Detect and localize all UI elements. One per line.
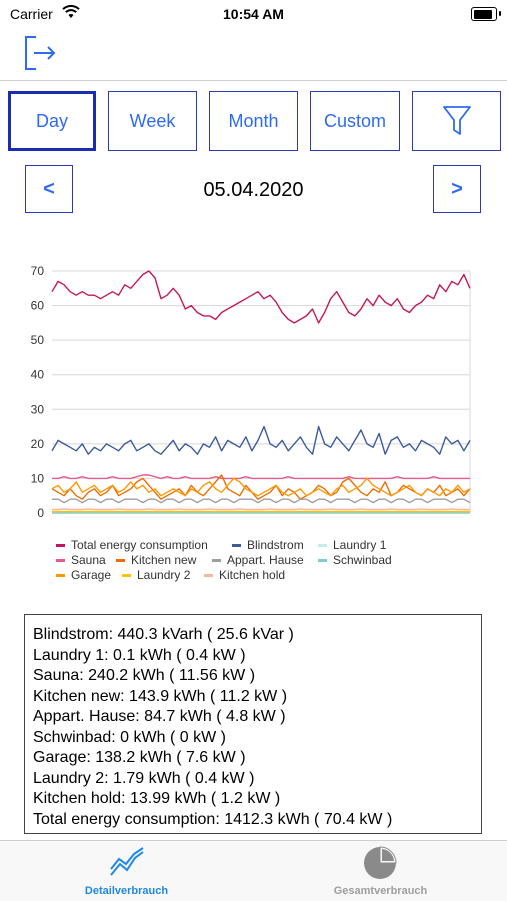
summary-line: Kitchen new: 143.9 kWh ( 11.2 kW ) <box>33 687 288 705</box>
previous-date-button[interactable]: < <box>25 165 73 213</box>
series-line-garage <box>51 477 471 497</box>
tab-bar: Detailverbrauch Gesamtverbrauch <box>0 840 507 901</box>
legend-label: Blindstrom <box>247 538 304 552</box>
legend-swatch <box>56 544 65 548</box>
current-date: 05.04.2020 <box>203 179 304 201</box>
legend-item: Blindstrom <box>232 538 304 552</box>
y-tick-label: 70 <box>31 264 45 278</box>
summary-line: Appart. Hause: 84.7 kWh ( 4.8 kW ) <box>33 708 286 725</box>
tab-detailverbrauch[interactable]: Detailverbrauch <box>0 841 253 901</box>
status-bar: Carrier 10:54 AM <box>0 0 507 30</box>
legend-label: Schwinbad <box>333 553 392 567</box>
navigation-bar <box>0 30 507 81</box>
carrier-label: Carrier <box>10 6 53 22</box>
segment-month[interactable]: Month <box>209 91 298 151</box>
legend-label: Appart. Hause <box>227 553 304 567</box>
legend-label: Garage <box>71 568 112 582</box>
legend-swatch <box>56 574 65 578</box>
series-line-blindstrom <box>51 425 471 455</box>
y-tick-label: 30 <box>31 402 45 416</box>
legend-item: Kitchen new <box>116 553 196 567</box>
y-tick-label: 50 <box>31 333 45 347</box>
summary-line: Kitchen hold: 13.99 kWh ( 1.2 kW ) <box>33 790 281 807</box>
legend-item: Garage <box>56 568 111 582</box>
summary-line: Sauna: 240.2 kWh ( 11.56 kW ) <box>33 667 256 684</box>
summary-line: Laundry 1: 0.1 kWh ( 0.4 kW ) <box>33 646 246 664</box>
series-line-total-energy-consumption <box>51 270 471 324</box>
segment-custom[interactable]: Custom <box>310 91 400 151</box>
legend-swatch <box>232 544 241 548</box>
legend-label: Laundry 2 <box>137 568 191 582</box>
consumption-line-chart: 0 10 20 30 40 50 60 70 <box>31 264 471 520</box>
series-line-kitchen-hold <box>52 508 470 511</box>
tab-label: Detailverbrauch <box>84 885 169 897</box>
legend-swatch <box>318 544 327 548</box>
series-line-appart-hause <box>52 498 471 504</box>
legend-label: Kitchen new <box>131 553 197 567</box>
legend-item: Appart. Hause <box>212 553 304 567</box>
legend-swatch <box>56 559 65 563</box>
y-tick-label: 20 <box>31 437 45 451</box>
filter-button[interactable] <box>412 91 501 151</box>
legend-item: Laundry 1 <box>318 538 386 552</box>
y-tick-label: 60 <box>31 299 45 313</box>
series-line-sauna <box>52 474 470 480</box>
y-tick-label: 40 <box>31 368 45 382</box>
legend-label: Kitchen hold <box>219 568 286 582</box>
legend-label: Laundry 1 <box>333 538 387 552</box>
wifi-icon <box>62 5 80 18</box>
consumption-summary: Blindstrom: 440.3 kVarh ( 25.6 kVar ) Lau… <box>24 614 482 834</box>
y-tick-label: 0 <box>37 506 44 520</box>
next-date-button[interactable]: > <box>433 165 481 213</box>
legend-label: Total energy consumption <box>71 538 208 552</box>
legend-item: Schwinbad <box>318 553 392 567</box>
series-line-kitchen-new <box>51 474 471 500</box>
summary-line: Schwinbad: 0 kWh ( 0 kW ) <box>33 728 226 746</box>
summary-line: Total energy consumption: 1412.3 kWh ( 7… <box>33 810 393 828</box>
y-tick-label: 10 <box>31 471 45 485</box>
legend-swatch <box>318 559 327 563</box>
legend-label: Sauna <box>71 553 106 567</box>
summary-line: Blindstrom: 440.3 kVarh ( 25.6 kVar ) <box>33 626 294 643</box>
battery-icon <box>471 7 497 21</box>
legend-item: Laundry 2 <box>122 568 190 582</box>
clock: 10:54 AM <box>223 6 284 22</box>
tab-gesamtverbrauch[interactable]: Gesamtverbrauch <box>254 841 507 901</box>
pie-chart-icon <box>364 846 397 879</box>
legend-item: Sauna <box>56 553 106 567</box>
legend-swatch <box>122 574 131 578</box>
segment-day[interactable]: Day <box>8 91 96 151</box>
filter-icon <box>442 106 471 135</box>
summary-line: Garage: 138.2 kWh ( 7.6 kW ) <box>33 749 246 766</box>
tab-label: Gesamtverbrauch <box>333 885 428 897</box>
legend-swatch <box>204 574 213 578</box>
legend-item: Kitchen hold <box>204 568 285 582</box>
summary-line: Laundry 2: 1.79 kWh ( 0.4 kW ) <box>33 769 255 787</box>
legend-swatch <box>116 559 125 563</box>
legend-item: Total energy consumption <box>56 538 208 552</box>
legend-swatch <box>212 559 221 563</box>
logout-icon[interactable] <box>22 33 58 73</box>
segment-week[interactable]: Week <box>108 91 197 151</box>
line-chart-icon <box>110 847 144 876</box>
